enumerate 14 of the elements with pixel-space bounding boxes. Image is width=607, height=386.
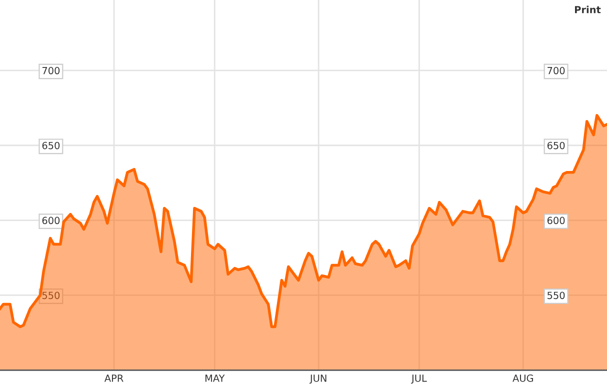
x-tick-label: JUL: [410, 374, 427, 384]
y-tick-label: 650: [42, 142, 60, 150]
x-tick-label: JUN: [309, 374, 326, 384]
y2-tick-label: 700: [548, 66, 565, 74]
y-tick-label: 550: [42, 292, 60, 300]
annotation: Print: [575, 6, 601, 14]
x-tick-label: AUG: [512, 374, 534, 382]
y2-tick-label: 650: [547, 142, 565, 150]
y-tick-label: 600: [42, 216, 60, 224]
y-tick-label: 700: [42, 66, 60, 74]
y2-tick-label: 600: [547, 216, 565, 224]
x-tick-label: MAY: [205, 374, 225, 382]
y2-tick-label: 550: [548, 292, 565, 300]
x-tick-label: APR: [104, 374, 124, 382]
